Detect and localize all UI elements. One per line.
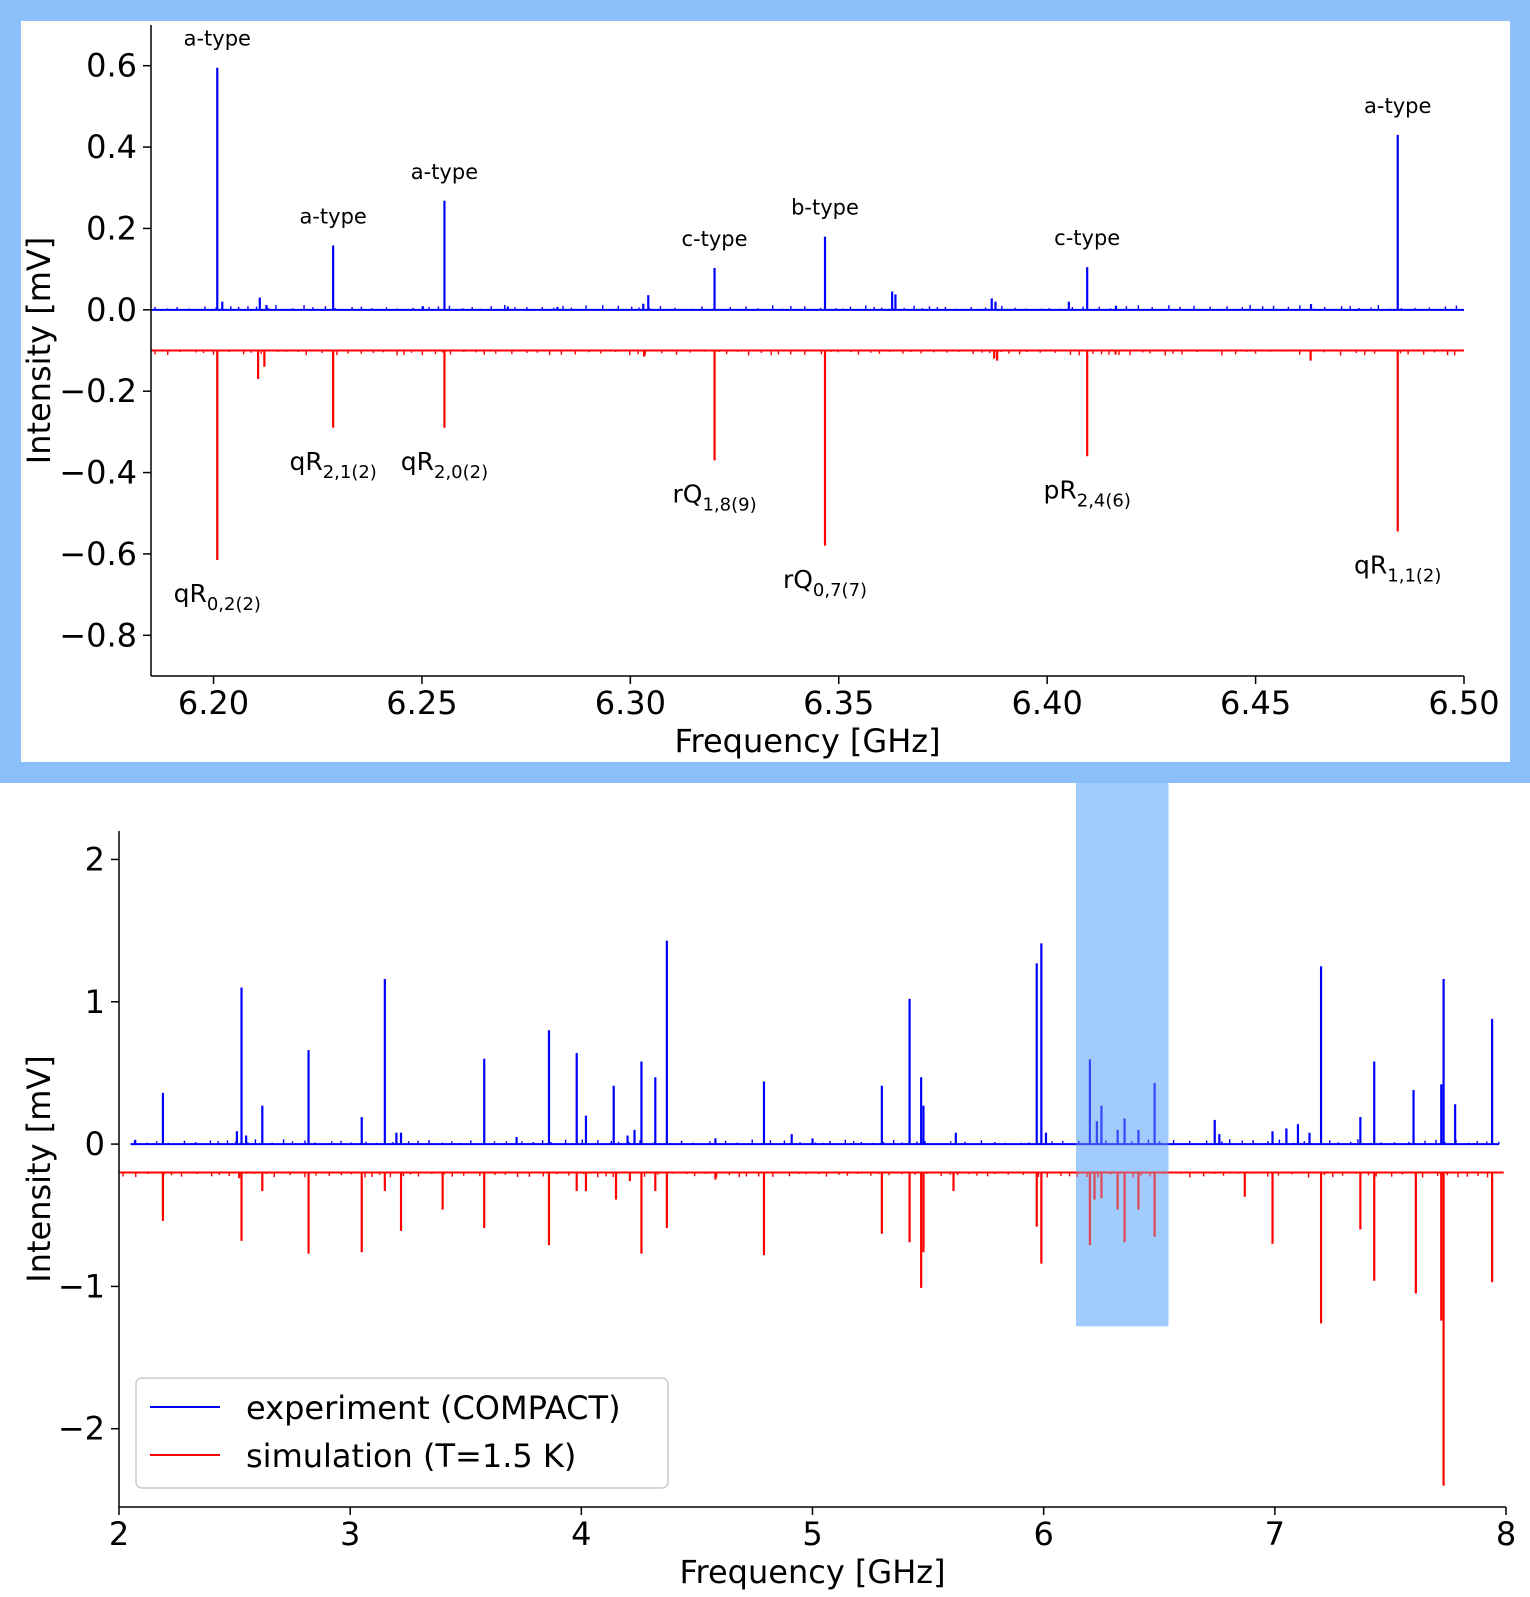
- assignment-subscript: 2,4(6): [1077, 490, 1131, 511]
- full-x-tick-label: 2: [109, 1515, 129, 1553]
- zoom-x-tick-label: 6.25: [386, 684, 457, 722]
- transition-assignment-label: qR2,0(2): [401, 447, 488, 483]
- full-x-tick-label: 7: [1265, 1515, 1285, 1553]
- zoom-y-label: Intensity [mV]: [20, 237, 58, 464]
- assignment-subscript: 2,1(2): [323, 462, 377, 483]
- full-x-label: Frequency [GHz]: [679, 1553, 945, 1591]
- zoom-x-tick-label: 6.35: [803, 684, 874, 722]
- zoom-x-tick-label: 6.20: [178, 684, 249, 722]
- full-y-tick-label: −2: [58, 1410, 105, 1448]
- assignment-subscript: 1,1(2): [1387, 566, 1441, 587]
- zoom-y-tick-label: −0.2: [59, 372, 137, 410]
- zoom-y-tick-label: 0.0: [86, 291, 137, 329]
- transition-assignment-label: qR2,1(2): [289, 447, 376, 483]
- zoom-y-tick-label: 0.4: [86, 128, 137, 166]
- full-x-tick-label: 5: [802, 1515, 822, 1553]
- assignment-base: qR: [1354, 551, 1387, 580]
- zoom-region-overlay: [1076, 783, 1169, 1327]
- zoom-y-tick-label: 0.2: [86, 209, 137, 247]
- zoom-region-highlight: [1076, 783, 1169, 1327]
- transition-type-label: a-type: [1364, 94, 1431, 118]
- assignment-base: rQ: [783, 565, 813, 594]
- assignment-subscript: 2,0(2): [434, 462, 488, 483]
- transition-assignment-label: qR1,1(2): [1354, 551, 1441, 587]
- transition-type-label: a-type: [411, 160, 478, 184]
- transition-type-label: a-type: [184, 27, 251, 51]
- assignment-base: qR: [289, 447, 322, 476]
- zoom-x-tick-label: 6.40: [1012, 684, 1083, 722]
- assignment-base: pR: [1044, 475, 1077, 504]
- legend-label-experiment: experiment (COMPACT): [246, 1389, 621, 1427]
- zoom-x-tick-label: 6.50: [1428, 684, 1499, 722]
- assignment-subscript: 1,8(9): [702, 494, 756, 515]
- assignment-subscript: 0,2(2): [207, 594, 261, 615]
- full-spectrum-panel: 2 3 4 5 6 7 8 2 1 0 −1 −2 Frequency [GHz] Intensity […: [20, 783, 1516, 1591]
- zoom-x-tick-label: 6.30: [595, 684, 666, 722]
- legend-box: [135, 1377, 669, 1489]
- full-y-tick-label: 0: [85, 1125, 105, 1163]
- zoom-y-tick-label: −0.4: [59, 454, 137, 492]
- assignment-base: qR: [174, 579, 207, 608]
- legend: experiment (COMPACT) simulation (T=1.5 K): [135, 1377, 669, 1489]
- full-y-tick-label: 2: [85, 840, 105, 878]
- full-x-tick-label: 8: [1496, 1515, 1516, 1553]
- assignment-base: rQ: [673, 479, 703, 508]
- zoom-y-tick-label: −0.8: [59, 616, 137, 654]
- full-y-tick-label: 1: [85, 983, 105, 1021]
- zoom-spectrum-panel: 6.20 6.25 6.30 6.35 6.40 6.45 6.50 0.6 0.4 0.2 0.0…: [0, 0, 1530, 783]
- full-y-label: Intensity [mV]: [20, 1055, 58, 1282]
- transition-type-label: c-type: [1054, 226, 1120, 250]
- transition-type-label: c-type: [682, 227, 748, 251]
- zoom-x-label: Frequency [GHz]: [674, 722, 940, 760]
- zoom-canvas: [21, 21, 1510, 762]
- full-x-tick-label: 3: [340, 1515, 360, 1553]
- full-y-tick-label: −1: [58, 1267, 105, 1305]
- assignment-subscript: 0,7(7): [813, 580, 867, 601]
- transition-assignment-label: rQ0,7(7): [783, 565, 867, 601]
- zoom-y-tick-label: 0.6: [86, 47, 137, 85]
- full-x-tick-label: 4: [571, 1515, 591, 1553]
- assignment-base: qR: [401, 447, 434, 476]
- transition-type-label: b-type: [791, 196, 859, 220]
- transition-type-label: a-type: [299, 205, 366, 229]
- transition-assignment-label: pR2,4(6): [1044, 475, 1131, 511]
- zoom-x-tick-label: 6.45: [1220, 684, 1291, 722]
- zoom-y-tick-label: −0.6: [59, 535, 137, 573]
- transition-assignment-label: qR0,2(2): [174, 579, 261, 615]
- full-x-tick-label: 6: [1033, 1515, 1053, 1553]
- legend-label-simulation: simulation (T=1.5 K): [246, 1437, 576, 1475]
- transition-assignment-label: rQ1,8(9): [673, 479, 757, 515]
